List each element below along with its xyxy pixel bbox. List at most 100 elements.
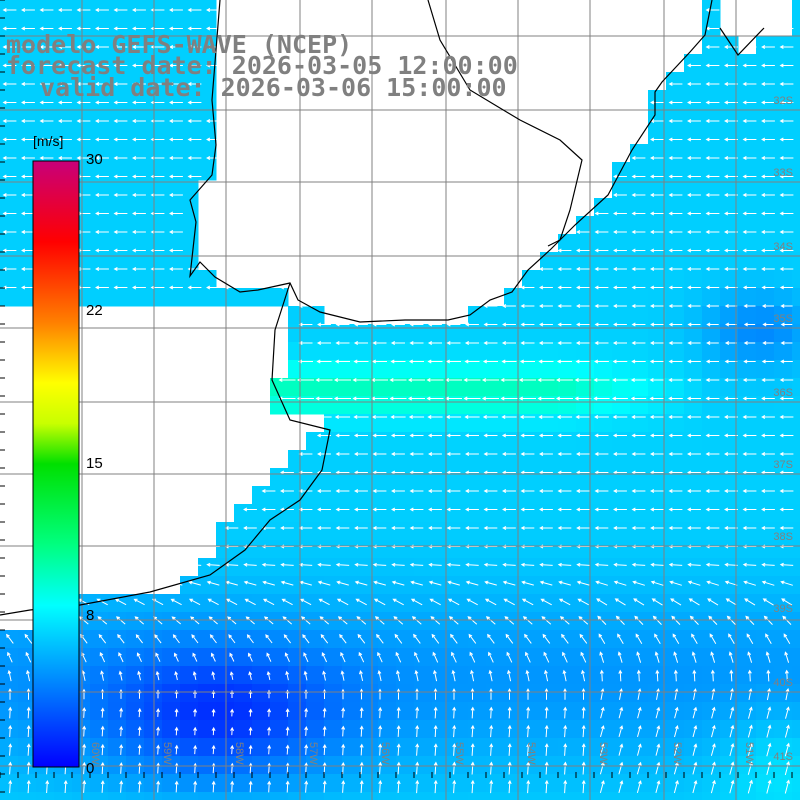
field-cell [684, 450, 703, 469]
coastline-segment [427, 0, 583, 247]
field-cell [774, 288, 793, 307]
field-cell [504, 522, 523, 541]
field-cell [666, 72, 685, 91]
field-cell [738, 198, 757, 217]
wind-arrow [481, 378, 499, 382]
field-cell [522, 342, 541, 361]
field-cell [360, 756, 379, 775]
wind-arrow [316, 415, 332, 419]
field-cell [666, 576, 685, 595]
wind-arrow [561, 633, 569, 644]
wind-arrow [705, 396, 720, 401]
field-cell [216, 540, 235, 559]
wind-arrow [650, 267, 664, 271]
field-cell [504, 360, 523, 379]
wind-arrow [433, 706, 438, 719]
wind-arrow [192, 652, 198, 662]
field-cell [486, 774, 505, 793]
field-cell [756, 540, 775, 559]
field-cell [126, 162, 145, 181]
field-cell [342, 324, 361, 343]
wind-arrow [574, 396, 592, 401]
field-cell [432, 666, 451, 685]
field-cell [396, 324, 415, 343]
field-cell [36, 90, 55, 109]
field-cell [270, 774, 289, 793]
field-cell [594, 720, 613, 739]
field-cell [702, 576, 721, 595]
wind-arrow [705, 507, 720, 512]
wind-arrow [743, 580, 756, 586]
wind-arrow [710, 669, 715, 682]
wind-arrow [408, 359, 424, 364]
field-cell [558, 288, 577, 307]
field-cell [576, 270, 595, 289]
field-cell [270, 540, 289, 559]
field-cell [468, 522, 487, 541]
wind-arrow [2, 156, 17, 160]
wind-arrow [729, 742, 735, 757]
wind-arrow [7, 669, 12, 682]
field-cell [720, 666, 739, 685]
latitude-label: 32S [773, 95, 793, 107]
field-cell [720, 72, 739, 91]
wind-arrow [594, 230, 609, 234]
field-cell [594, 432, 613, 451]
field-cell [432, 360, 451, 379]
wind-arrow [668, 174, 683, 179]
field-cell [216, 774, 235, 793]
wind-arrow [613, 267, 627, 271]
field-cell [360, 630, 379, 649]
wind-arrow [594, 322, 609, 327]
wind-arrow [465, 322, 479, 327]
wind-arrow [489, 688, 493, 700]
field-cell [198, 0, 217, 19]
field-cell [126, 774, 145, 793]
wind-arrow [558, 598, 571, 606]
field-cell [504, 486, 523, 505]
wind-arrow [650, 562, 664, 567]
field-cell [216, 288, 235, 307]
wind-arrow [39, 45, 54, 49]
wind-arrow [557, 304, 572, 308]
field-cell [378, 594, 397, 613]
field-cell [756, 234, 775, 253]
wind-arrow [58, 8, 72, 12]
wind-arrow [761, 45, 775, 49]
wind-arrow [766, 742, 772, 757]
field-cell [576, 630, 595, 649]
field-cell [684, 612, 703, 631]
field-cell [18, 702, 37, 721]
field-cell [684, 648, 703, 667]
field-cell [774, 792, 793, 800]
field-cell [558, 756, 577, 775]
wind-arrow [359, 670, 364, 682]
colorbar-tick-label: 8 [86, 607, 95, 624]
wind-arrow [169, 100, 183, 105]
field-cell [558, 252, 577, 271]
field-cell [666, 396, 685, 415]
field-cell [684, 180, 703, 199]
field-cell [198, 630, 217, 649]
field-cell [396, 396, 415, 415]
wind-arrow [470, 761, 475, 775]
wind-arrow [354, 452, 368, 456]
wind-arrow [687, 82, 701, 86]
field-cell [360, 468, 379, 487]
field-cell [306, 342, 325, 361]
wind-arrow [779, 82, 794, 86]
field-cell [738, 216, 757, 235]
wind-arrow [705, 359, 719, 364]
field-cell [720, 720, 739, 739]
field-cell [702, 18, 721, 37]
wind-arrow [58, 119, 72, 123]
wind-arrow [230, 780, 235, 793]
wind-arrow [581, 779, 586, 794]
field-cell [396, 540, 415, 559]
wind-arrow [187, 562, 202, 567]
field-cell [0, 108, 19, 127]
wind-arrow [76, 100, 91, 105]
wind-arrow [668, 415, 683, 419]
wind-arrow [747, 761, 753, 775]
wind-arrow [655, 743, 661, 756]
